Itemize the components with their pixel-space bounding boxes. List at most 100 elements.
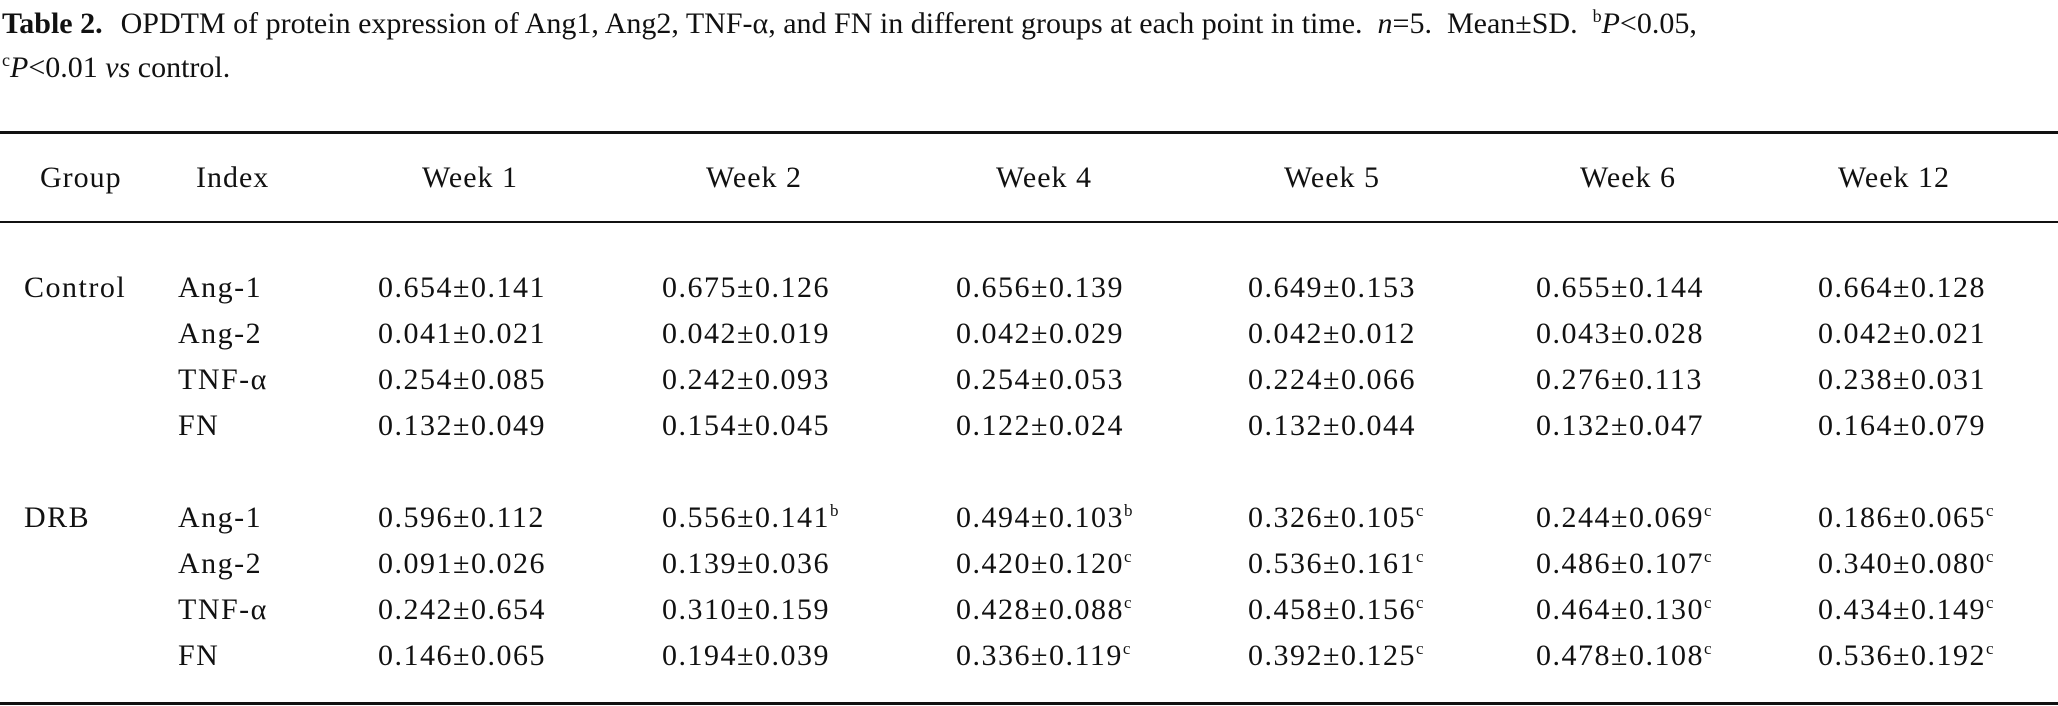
table-caption: Table 2. OPDTM of protein expression of A… xyxy=(0,2,2058,90)
row-index-label: FN xyxy=(178,409,220,442)
table-cell: 0.478±0.108c xyxy=(1536,638,1712,674)
table-cell: 0.132±0.047 xyxy=(1536,408,1704,444)
table-cell: 0.536±0.161c xyxy=(1248,546,1424,582)
significance-marker: c xyxy=(1703,501,1712,520)
cell-value: 0.042±0.029 xyxy=(956,317,1124,350)
significance-marker: b xyxy=(1123,501,1133,520)
caption-sup-c: c xyxy=(2,50,10,70)
row-index-label: TNF-α xyxy=(178,363,268,396)
cell-value: 0.649±0.153 xyxy=(1248,271,1416,304)
table-cell: 0.154±0.045 xyxy=(662,408,830,444)
cell-value: 0.656±0.139 xyxy=(956,271,1124,304)
cell-value: 0.464±0.130 xyxy=(1536,593,1704,626)
cell-value: 0.276±0.113 xyxy=(1536,363,1703,396)
table-cell: 0.392±0.125c xyxy=(1248,638,1424,674)
cell-value: 0.478±0.108 xyxy=(1536,639,1704,672)
cell-value: 0.122±0.024 xyxy=(956,409,1124,442)
table-cell: 0.242±0.093 xyxy=(662,362,830,398)
row-index-label: Ang-1 xyxy=(178,271,263,304)
table-cell: 0.042±0.019 xyxy=(662,316,830,352)
cell-value: 0.556±0.141 xyxy=(662,501,830,534)
caption-text: OPDTM of protein expression of Ang1, Ang… xyxy=(120,7,1363,40)
cell-value: 0.194±0.039 xyxy=(662,639,830,672)
cell-value: 0.458±0.156 xyxy=(1248,593,1416,626)
table-cell: 0.654±0.141 xyxy=(378,270,546,306)
cell-value: 0.043±0.028 xyxy=(1536,317,1704,350)
table-cell: 0.242±0.654 xyxy=(378,592,546,628)
cell-value: 0.091±0.026 xyxy=(378,547,546,580)
table-cell: 0.675±0.126 xyxy=(662,270,830,306)
table-cell: 0.428±0.088c xyxy=(956,592,1132,628)
significance-marker: c xyxy=(1415,593,1424,612)
significance-marker: c xyxy=(1985,639,1994,658)
cell-value: 0.224±0.066 xyxy=(1248,363,1416,396)
table-cell: 0.132±0.049 xyxy=(378,408,546,444)
cell-value: 0.428±0.088 xyxy=(956,593,1124,626)
cell-value: 0.536±0.161 xyxy=(1248,547,1416,580)
table-cell: 0.042±0.029 xyxy=(956,316,1124,352)
cell-value: 0.664±0.128 xyxy=(1818,271,1986,304)
caption-control: control. xyxy=(137,51,231,84)
header-week-12: Week 12 xyxy=(1838,161,1951,194)
cell-value: 0.186±0.065 xyxy=(1818,501,1986,534)
table-cell: 0.244±0.069c xyxy=(1536,500,1712,536)
significance-marker: c xyxy=(1123,547,1132,566)
header-week-4: Week 4 xyxy=(996,161,1093,194)
table-cell: 0.164±0.079 xyxy=(1818,408,1986,444)
significance-marker: c xyxy=(1985,501,1994,520)
table-cell: 0.420±0.120c xyxy=(956,546,1132,582)
cell-value: 0.310±0.159 xyxy=(662,593,830,626)
significance-marker: c xyxy=(1415,501,1424,520)
table-cell: 0.276±0.113 xyxy=(1536,362,1703,398)
table-cell: 0.556±0.141b xyxy=(662,500,838,536)
cell-value: 0.536±0.192 xyxy=(1818,639,1986,672)
cell-value: 0.655±0.144 xyxy=(1536,271,1704,304)
table-cell: 0.139±0.036 xyxy=(662,546,830,582)
cell-value: 0.494±0.103 xyxy=(956,501,1124,534)
cell-value: 0.254±0.085 xyxy=(378,363,546,396)
table-cell: 0.254±0.085 xyxy=(378,362,546,398)
table-label: Table 2. xyxy=(2,7,103,40)
significance-marker: c xyxy=(1703,593,1712,612)
row-index-label: Ang-2 xyxy=(178,317,263,350)
caption-p1: P xyxy=(1601,7,1620,40)
cell-value: 0.146±0.065 xyxy=(378,639,546,672)
row-index-label: Ang-1 xyxy=(178,501,263,534)
header-group: Group xyxy=(40,161,122,194)
table-cell: 0.596±0.112 xyxy=(378,500,545,536)
cell-value: 0.434±0.149 xyxy=(1818,593,1986,626)
table-cell: 0.464±0.130c xyxy=(1536,592,1712,628)
table-cell: 0.091±0.026 xyxy=(378,546,546,582)
table-cell: 0.486±0.107c xyxy=(1536,546,1712,582)
cell-value: 0.244±0.069 xyxy=(1536,501,1704,534)
cell-value: 0.420±0.120 xyxy=(956,547,1124,580)
table-cell: 0.494±0.103b xyxy=(956,500,1132,536)
group-label: Control xyxy=(24,271,127,304)
significance-marker: c xyxy=(1703,547,1712,566)
table-cell: 0.310±0.159 xyxy=(662,592,830,628)
table-cell: 0.043±0.028 xyxy=(1536,316,1704,352)
cell-value: 0.596±0.112 xyxy=(378,501,545,534)
table-cell: 0.340±0.080c xyxy=(1818,546,1994,582)
cell-value: 0.254±0.053 xyxy=(956,363,1124,396)
cell-value: 0.164±0.079 xyxy=(1818,409,1986,442)
table-cell: 0.238±0.031 xyxy=(1818,362,1986,398)
table-cell: 0.042±0.012 xyxy=(1248,316,1416,352)
table-cell: 0.186±0.065c xyxy=(1818,500,1994,536)
significance-marker: c xyxy=(1415,547,1424,566)
caption-meansd: Mean±SD. xyxy=(1446,7,1578,40)
significance-marker: c xyxy=(1703,639,1712,658)
table-cell: 0.132±0.044 xyxy=(1248,408,1416,444)
cell-value: 0.326±0.105 xyxy=(1248,501,1416,534)
table-cell: 0.664±0.128 xyxy=(1818,270,1986,306)
bottom-rule xyxy=(0,702,2058,705)
cell-value: 0.238±0.031 xyxy=(1818,363,1986,396)
significance-marker: c xyxy=(1985,593,1994,612)
cell-value: 0.242±0.654 xyxy=(378,593,546,626)
cell-value: 0.132±0.047 xyxy=(1536,409,1704,442)
table-cell: 0.434±0.149c xyxy=(1818,592,1994,628)
cell-value: 0.042±0.012 xyxy=(1248,317,1416,350)
table-cell: 0.146±0.065 xyxy=(378,638,546,674)
caption-p-b-value: <0.05, xyxy=(1619,7,1697,40)
caption-sup-b: b xyxy=(1592,6,1602,26)
